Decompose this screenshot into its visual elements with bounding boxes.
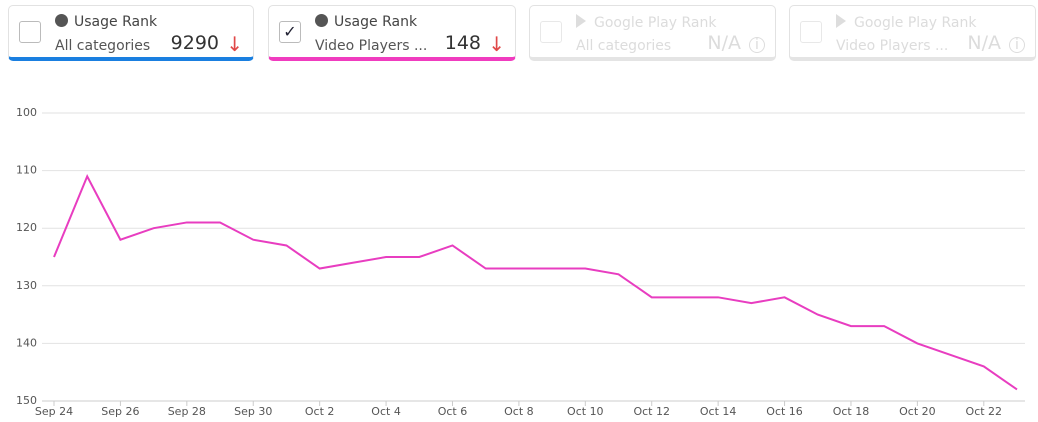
x-tick-label: Oct 6 [438,405,468,418]
metric-card[interactable]: ✓ Usage Rank Video Players ... 148 ↓ [268,5,516,61]
metric-card[interactable]: Google Play Rank Video Players ... N/A i [789,5,1036,61]
x-tick-label: Sep 26 [101,405,139,418]
x-tick-label: Oct 12 [633,405,670,418]
card-subtitle: Video Players ... [836,38,949,54]
checkbox[interactable] [19,21,41,43]
card-title: Google Play Rank [576,14,716,31]
card-value: 9290 [170,32,219,54]
title-text: Usage Rank [334,14,418,30]
card-title: Google Play Rank [836,14,976,31]
x-tick-label: Oct 4 [371,405,401,418]
checkbox[interactable] [540,21,562,43]
metric-card[interactable]: Google Play Rank All categories N/A i [529,5,776,61]
y-tick-label: 100 [16,106,37,119]
x-tick-label: Sep 30 [234,405,272,418]
y-tick-label: 110 [16,164,37,177]
card-value: 148 [444,32,481,54]
x-tick-label: Oct 2 [305,405,335,418]
y-tick-label: 140 [16,336,37,349]
checkbox[interactable] [800,21,822,43]
title-text: Google Play Rank [594,15,717,31]
x-tick-label: Oct 14 [700,405,737,418]
card-title: Usage Rank [55,14,157,30]
card-subtitle: Video Players ... [315,38,428,54]
x-tick-label: Oct 20 [899,405,936,418]
down-arrow: ↓ [226,32,243,56]
title-text: Usage Rank [74,14,158,30]
info-icon[interactable]: i [1009,37,1025,53]
down-arrow: ↓ [488,32,505,56]
card-value: N/A [707,32,741,54]
card-value: N/A [967,32,1001,54]
metric-card[interactable]: Usage Rank All categories 9290 ↓ [8,5,254,61]
x-tick-label: Oct 10 [567,405,604,418]
x-tick-label: Sep 28 [168,405,206,418]
y-tick-label: 130 [16,279,37,292]
x-tick-label: Oct 16 [766,405,803,418]
title-text: Google Play Rank [854,15,977,31]
card-subtitle: All categories [576,38,672,54]
x-tick-label: Oct 8 [504,405,534,418]
card-title: Usage Rank [315,14,417,30]
info-icon[interactable]: i [749,37,765,53]
y-tick-label: 120 [16,221,37,234]
x-tick-label: Sep 24 [35,405,73,418]
y-tick-label: 150 [16,394,37,407]
card-subtitle: All categories [55,38,151,54]
x-tick-label: Oct 22 [966,405,1003,418]
x-tick-label: Oct 18 [833,405,870,418]
line [53,173,1018,391]
checkbox[interactable]: ✓ [279,21,301,43]
